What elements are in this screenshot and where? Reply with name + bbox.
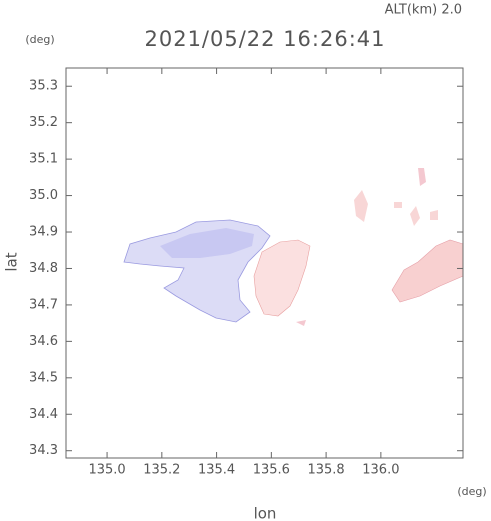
x-tick-label: 135.4 bbox=[198, 463, 235, 478]
plot-frame bbox=[65, 67, 464, 459]
y-tick-label: 35.3 bbox=[29, 79, 58, 94]
y-tick-label: 34.8 bbox=[29, 261, 58, 276]
x-tick-label: 136.0 bbox=[362, 463, 399, 478]
red-echo-small bbox=[410, 206, 420, 226]
red-echo-small bbox=[430, 210, 438, 220]
red-echo-west bbox=[253, 239, 311, 317]
y-axis-title: lat bbox=[3, 252, 21, 271]
x-tick-label: 135.2 bbox=[143, 463, 180, 478]
y-tick-label: 34.4 bbox=[29, 407, 58, 422]
x-tick-label: 135.6 bbox=[253, 463, 290, 478]
red-echo-small bbox=[394, 202, 402, 208]
y-tick-label: 35.0 bbox=[29, 188, 58, 203]
y-tick-label: 34.9 bbox=[29, 225, 58, 240]
x-tick-label: 135.8 bbox=[307, 463, 344, 478]
y-tick-label: 34.7 bbox=[29, 297, 58, 312]
x-unit: (deg) bbox=[457, 485, 486, 498]
x-tick-label: 135.0 bbox=[88, 463, 125, 478]
y-tick-label: 34.3 bbox=[29, 443, 58, 458]
echo-areas bbox=[123, 168, 464, 326]
x-axis-title: lon bbox=[254, 505, 277, 521]
red-echo-small bbox=[354, 190, 368, 222]
y-tick-label: 35.2 bbox=[29, 115, 58, 130]
red-echo-small bbox=[418, 168, 426, 186]
y-tick-label: 34.5 bbox=[29, 370, 58, 385]
red-echo-small bbox=[296, 320, 306, 326]
red-echo-east bbox=[391, 239, 464, 303]
y-tick-label: 35.1 bbox=[29, 152, 58, 167]
blue-echo-core bbox=[160, 228, 254, 258]
y-tick-label: 34.6 bbox=[29, 334, 58, 349]
y-unit: (deg) bbox=[25, 33, 54, 46]
altitude-label: ALT(km) 2.0 bbox=[385, 3, 462, 18]
chart-title: 2021/05/22 16:26:41 bbox=[144, 27, 385, 51]
